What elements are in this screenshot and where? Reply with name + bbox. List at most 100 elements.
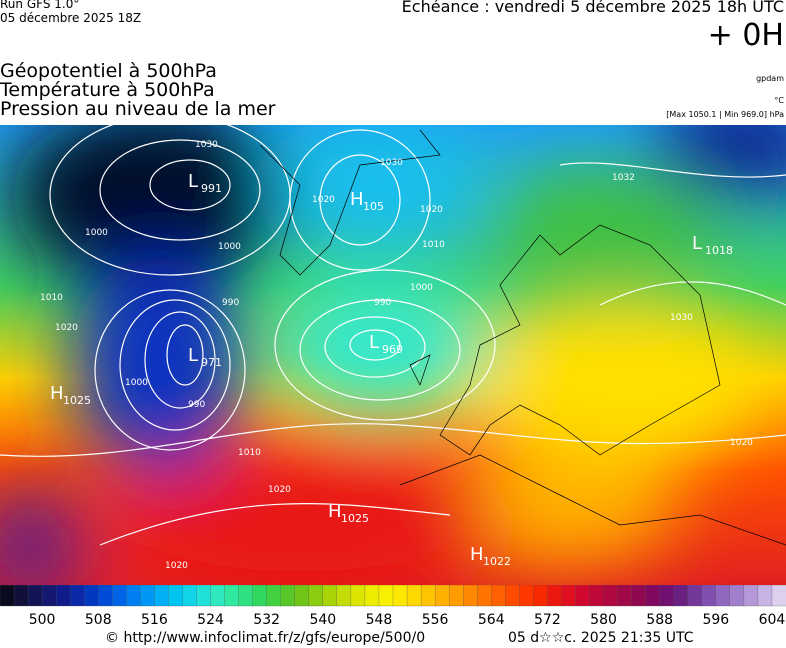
colorbar-swatch [589,585,605,607]
center-value: 971 [201,356,222,369]
colorbar-swatch [126,585,142,607]
isobar-label: 1010 [40,293,63,303]
colorbar-swatch [252,585,268,607]
colorbar: 500 508 516 524 532 540 548 556 564 572 580 588 596 6… [0,585,786,628]
colorbar-swatch [687,585,703,607]
unit: °C [774,96,784,105]
isobar-label: 1000 [218,242,241,252]
field: Température à 500hPa [0,79,215,101]
isobar-label: 1000 [125,378,148,388]
center-letter: L [369,332,379,353]
colorbar-swatch [378,585,394,607]
colorbar-label: 604 [759,612,786,628]
isobar-label: 1020 [420,205,443,215]
isobar-label: 1010 [238,448,261,458]
run-date: 05 décembre 2025 18Z [0,11,142,25]
colorbar-swatch [27,585,43,607]
colorbar-label: 548 [366,612,393,628]
colorbar-label: 572 [534,612,561,628]
colorbar-swatch [505,585,520,607]
center-letter: H [328,501,342,522]
colorbar-label: 500 [29,612,56,628]
center-letter: L [692,233,702,254]
colorbar-swatch [224,585,240,607]
colorbar-swatch [308,585,324,607]
colorbar-swatch [420,585,436,607]
colorbar-label: 564 [478,612,505,628]
isobar-label: 990 [188,400,205,410]
run: Run GFS 1.0° [0,0,80,11]
colorbar-swatch [55,585,71,607]
colorbar-swatch [350,585,366,607]
colorbar-swatch [112,585,127,607]
isobar-label: 1020 [268,485,291,495]
isobar-label: 1000 [85,228,108,238]
colorbar-label: 540 [309,612,336,628]
colorbar-label: 596 [702,612,729,628]
colorbar-swatch [701,585,717,607]
colorbar-swatch [659,585,675,607]
colorbar-swatch [603,585,619,607]
colorbar-swatch [575,585,591,607]
colorbar-swatch [771,585,786,607]
colorbar-swatch [238,585,254,607]
center-value: 1018 [705,244,733,257]
colorbar-swatch [41,585,57,607]
colorbar-swatch [294,585,310,607]
unit: gpdam [756,74,784,83]
isobar-label: 1020 [165,561,188,571]
colorbar-swatch [70,585,85,607]
center-value: 1022 [483,555,511,568]
isobar-label: 1030 [670,313,693,323]
colorbar-swatch [743,585,759,607]
colorbar-swatch [84,585,99,607]
colorbar-swatch [266,585,282,607]
center-value: 105 [363,200,384,213]
footer-url: © http://www.infoclimat.fr/z/gfs/europe/… [105,630,426,646]
colorbar-label: 516 [141,612,168,628]
colorbar-swatch [182,585,198,607]
colorbar-swatch [13,585,29,607]
colorbar-label: 556 [422,612,449,628]
colorbar-swatch [434,585,450,607]
isobar-label: 1032 [612,173,635,183]
colorbar-swatch [477,585,492,607]
isobar-label: 1030 [195,140,218,150]
center-letter: L [188,171,198,192]
colorbar-label: 532 [253,612,280,628]
colorbar-swatch [533,585,549,607]
center-value: 969 [382,343,403,356]
isobar-label: 1020 [730,438,753,448]
colorbar-swatch [673,585,689,607]
echeance: Echéance : vendredi 5 décembre 2025 18h … [401,0,784,16]
colorbar-label: 524 [197,612,224,628]
colorbar-swatch [364,585,380,607]
isobar-label: 1000 [410,283,433,293]
colorbar-label: 508 [85,612,112,628]
center-value: 1025 [63,394,91,407]
colorbar-swatch [547,585,563,607]
colorbar-swatch [322,585,338,607]
colorbar-swatch [448,585,464,607]
unit: [Max 1050.1 | Min 969.0] hPa [666,110,784,119]
colorbar-swatch [196,585,212,607]
colorbar-swatch [392,585,408,607]
colorbar-swatch [168,585,184,607]
center-letter: L [188,345,198,366]
center-value: 1025 [341,512,369,525]
colorbar-swatch [0,585,15,607]
colorbar-label: 580 [590,612,617,628]
offset: + 0H [707,18,784,53]
colorbar-swatch [631,585,647,607]
colorbar-swatch [715,585,731,607]
colorbar-swatch [757,585,773,607]
center-value: 991 [201,182,222,195]
center-letter: H [350,189,364,210]
isobar-label: 1010 [422,240,445,250]
field: Pression au niveau de la mer [0,98,276,120]
colorbar-swatch [729,585,745,607]
colorbar-swatch [280,585,296,607]
center-letter: H [470,544,484,565]
